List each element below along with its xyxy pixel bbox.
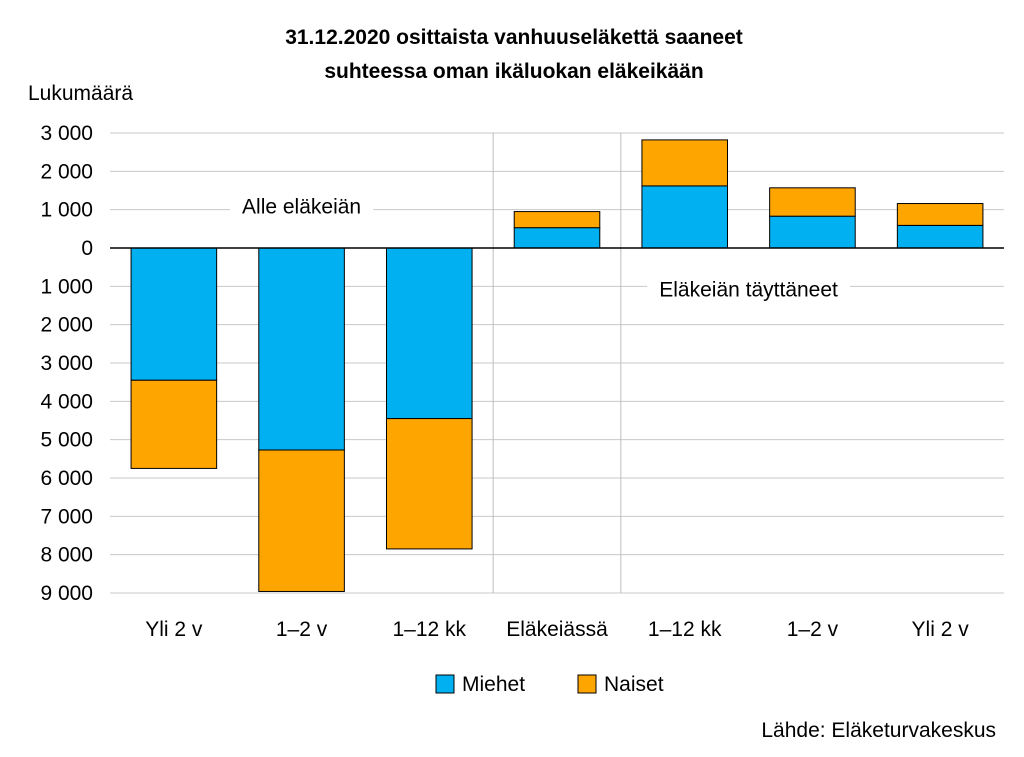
x-tick-label: 1–2 v bbox=[276, 618, 328, 641]
legend-label-miehet: Miehet bbox=[462, 673, 525, 696]
bar-miehet-5 bbox=[769, 215, 856, 249]
bar-naiset-6 bbox=[896, 203, 984, 226]
legend-swatch-miehet bbox=[435, 674, 455, 694]
legend: Miehet Naiset bbox=[435, 673, 664, 696]
y-tick-label: 5 000 bbox=[40, 429, 93, 452]
x-tick-label: 1–12 kk bbox=[648, 618, 722, 641]
annotation-background bbox=[647, 276, 851, 304]
y-tick-label: 1 000 bbox=[40, 275, 93, 298]
chart-title-line-2: suhteessa oman ikäluokan eläkeikään bbox=[324, 60, 703, 83]
y-axis-label: Lukumäärä bbox=[28, 82, 133, 105]
annotation-background bbox=[230, 193, 374, 221]
annotation-reached-retirement-age: Eläkeiän täyttäneet bbox=[659, 278, 838, 301]
bar-miehet-6 bbox=[896, 224, 984, 249]
bar-naiset-3 bbox=[513, 211, 601, 229]
x-tick-label: 1–2 v bbox=[787, 618, 839, 641]
y-tick-label: 1 000 bbox=[40, 199, 93, 222]
bar-miehet-0 bbox=[130, 247, 218, 381]
bar-miehet-2 bbox=[386, 247, 473, 420]
bar-naiset-0 bbox=[130, 379, 218, 469]
bar-miehet-1 bbox=[258, 247, 345, 451]
bar-naiset-1 bbox=[258, 449, 345, 592]
x-tick-label: Yli 2 v bbox=[145, 618, 203, 641]
y-tick-label: 9 000 bbox=[40, 582, 93, 605]
bar-miehet-3 bbox=[513, 227, 601, 249]
bar-naiset-2 bbox=[386, 418, 473, 550]
group-separators bbox=[492, 133, 622, 593]
y-tick-label: 8 000 bbox=[40, 544, 93, 567]
chart-title-line-1: 31.12.2020 osittaista vanhuuseläkettä sa… bbox=[285, 26, 743, 49]
bar-naiset-5 bbox=[769, 187, 856, 217]
legend-swatch-naiset bbox=[577, 674, 597, 694]
y-tick-label: 3 000 bbox=[40, 122, 93, 145]
source-note: Lähde: Eläketurvakeskus bbox=[761, 719, 996, 742]
bar-naiset-4 bbox=[641, 139, 728, 187]
annotation-below-retirement-age: Alle eläkeiän bbox=[242, 196, 361, 219]
x-tick-label: Eläkeiässä bbox=[506, 618, 608, 641]
y-tick-label: 0 bbox=[81, 237, 93, 260]
y-tick-label: 4 000 bbox=[40, 390, 93, 413]
legend-label-naiset: Naiset bbox=[604, 673, 664, 696]
x-axis-ticks: Yli 2 v 1–2 v 1–12 kk Eläkeiässä 1–12 kk 1–2 … bbox=[145, 618, 969, 641]
x-tick-label: 1–12 kk bbox=[393, 618, 467, 641]
y-tick-label: 2 000 bbox=[40, 160, 93, 183]
y-tick-label: 7 000 bbox=[40, 505, 93, 528]
y-axis-ticks: 3 000 2 000 1 000 0 1 000 2 000 3 000 4 000 5 00… bbox=[40, 122, 93, 605]
y-tick-label: 3 000 bbox=[40, 352, 93, 375]
y-tick-label: 2 000 bbox=[40, 314, 93, 337]
bars bbox=[130, 139, 984, 592]
y-tick-label: 6 000 bbox=[40, 467, 93, 490]
x-tick-label: Yli 2 v bbox=[912, 618, 970, 641]
bar-miehet-4 bbox=[641, 185, 728, 249]
